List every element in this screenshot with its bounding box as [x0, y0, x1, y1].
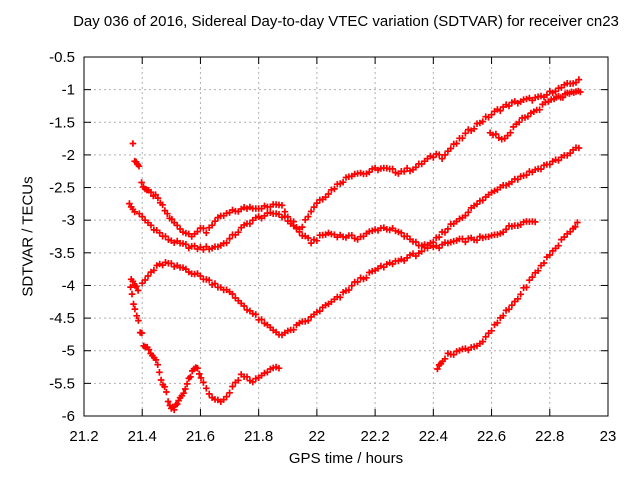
y-tick-label: -3 — [62, 212, 75, 229]
chart-title: Day 036 of 2016, Sidereal Day-to-day VTE… — [73, 13, 619, 30]
y-tick-label: -5.5 — [49, 375, 75, 392]
y-tick-label: -3.5 — [49, 245, 75, 262]
x-tick-label: 23 — [600, 428, 617, 445]
series-sat-arc-4-markers — [127, 283, 283, 414]
y-tick-label: -1.5 — [49, 114, 75, 131]
series-sat-arc-2-markers — [126, 200, 539, 253]
x-tick-label: 22.6 — [477, 428, 506, 445]
y-tick-label: -0.5 — [49, 49, 75, 66]
x-tick-label: 22.2 — [361, 428, 390, 445]
x-tick-label: 22.8 — [535, 428, 564, 445]
series-sat-arc-3-markers — [127, 144, 583, 339]
x-axis-title: GPS time / hours — [288, 450, 404, 467]
x-tick-label: 22 — [309, 428, 326, 445]
x-tick-label: 21.2 — [69, 428, 98, 445]
y-tick-label: -1 — [62, 82, 75, 99]
y-tick-label: -4.5 — [49, 310, 75, 327]
series-sat-arc-5-markers — [434, 219, 581, 373]
x-tick-label: 22.4 — [419, 428, 448, 445]
y-tick-label: -4 — [62, 277, 75, 294]
series-sat-arc-6-markers — [486, 87, 584, 143]
y-tick-label: -5 — [62, 343, 75, 360]
y-tick-label: -2 — [62, 147, 75, 164]
plot-border — [83, 56, 609, 417]
x-tick-label: 21.4 — [128, 428, 157, 445]
x-tick-label: 21.8 — [244, 428, 273, 445]
series-sat-arc-1-markers — [129, 76, 583, 240]
y-tick-label: -2.5 — [49, 180, 75, 197]
y-tick-label: -6 — [62, 408, 75, 425]
x-tick-label: 21.6 — [186, 428, 215, 445]
